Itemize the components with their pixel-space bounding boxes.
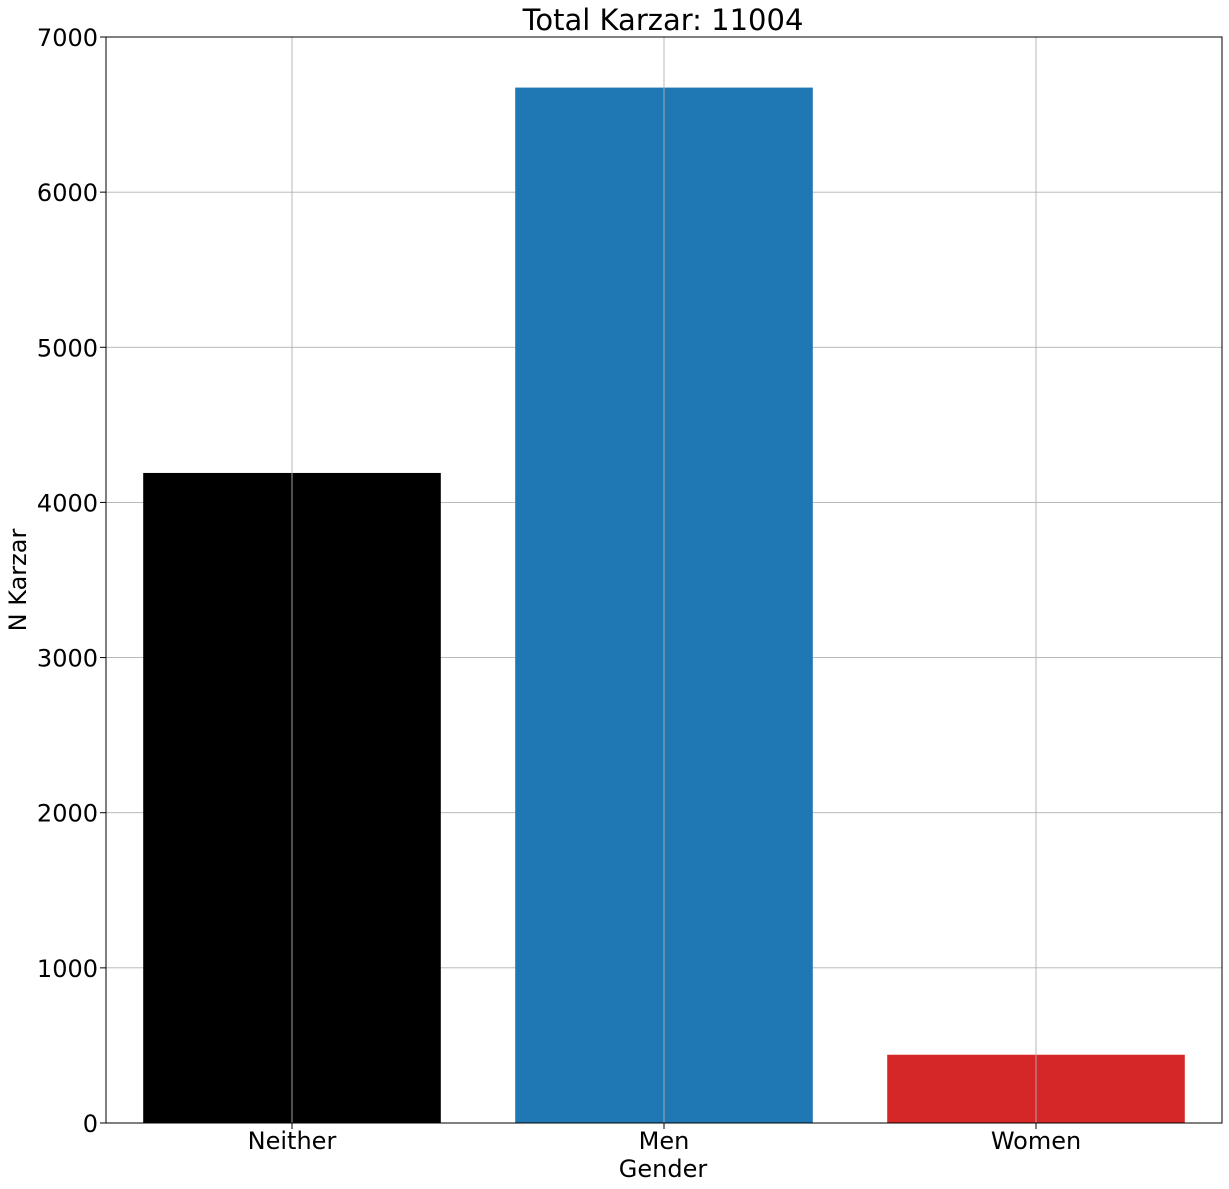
y-tick-label: 0 — [83, 1110, 98, 1138]
x-axis-ticks: Neither Men Women — [248, 1123, 1081, 1155]
y-tick-label: 2000 — [37, 800, 98, 828]
x-tick-label-women: Women — [991, 1127, 1081, 1155]
y-tick-label: 3000 — [37, 645, 98, 673]
y-tick-label: 7000 — [37, 24, 98, 52]
vertical-grid-layer — [291, 37, 1037, 1123]
y-axis-label: N Karzar — [4, 529, 32, 632]
x-tick-label-neither: Neither — [248, 1127, 337, 1155]
y-tick-label: 4000 — [37, 489, 98, 517]
x-axis-label: Gender — [619, 1155, 708, 1183]
y-axis-ticks: 0 1000 2000 3000 4000 5000 6000 7000 — [37, 24, 106, 1138]
y-tick-label: 1000 — [37, 955, 98, 983]
chart-title: Total Karzar: 11004 — [522, 3, 804, 37]
x-tick-label-men: Men — [639, 1127, 690, 1155]
y-tick-label: 6000 — [37, 179, 98, 207]
y-tick-label: 5000 — [37, 334, 98, 362]
